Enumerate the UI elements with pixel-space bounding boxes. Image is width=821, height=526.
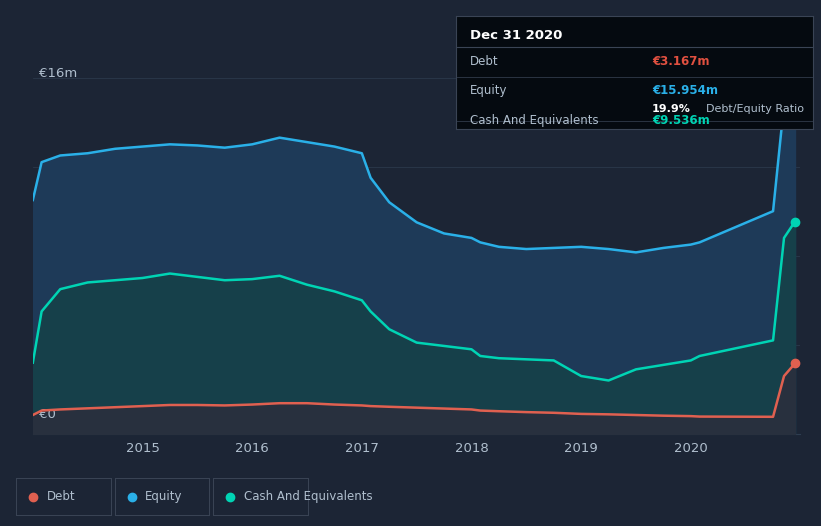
Text: Debt: Debt [470, 55, 498, 68]
Text: Debt: Debt [47, 490, 76, 503]
Text: €16m: €16m [39, 67, 77, 79]
Text: Debt/Equity Ratio: Debt/Equity Ratio [706, 104, 804, 114]
Text: Cash And Equivalents: Cash And Equivalents [244, 490, 372, 503]
Text: €9.536m: €9.536m [652, 114, 710, 127]
Text: €3.167m: €3.167m [652, 55, 709, 68]
Text: €15.954m: €15.954m [652, 84, 718, 97]
Text: Dec 31 2020: Dec 31 2020 [470, 29, 562, 43]
Text: Equity: Equity [470, 84, 507, 97]
Text: Cash And Equivalents: Cash And Equivalents [470, 114, 599, 127]
Text: 19.9%: 19.9% [652, 104, 691, 114]
Text: Equity: Equity [145, 490, 182, 503]
Text: €0: €0 [39, 408, 56, 421]
